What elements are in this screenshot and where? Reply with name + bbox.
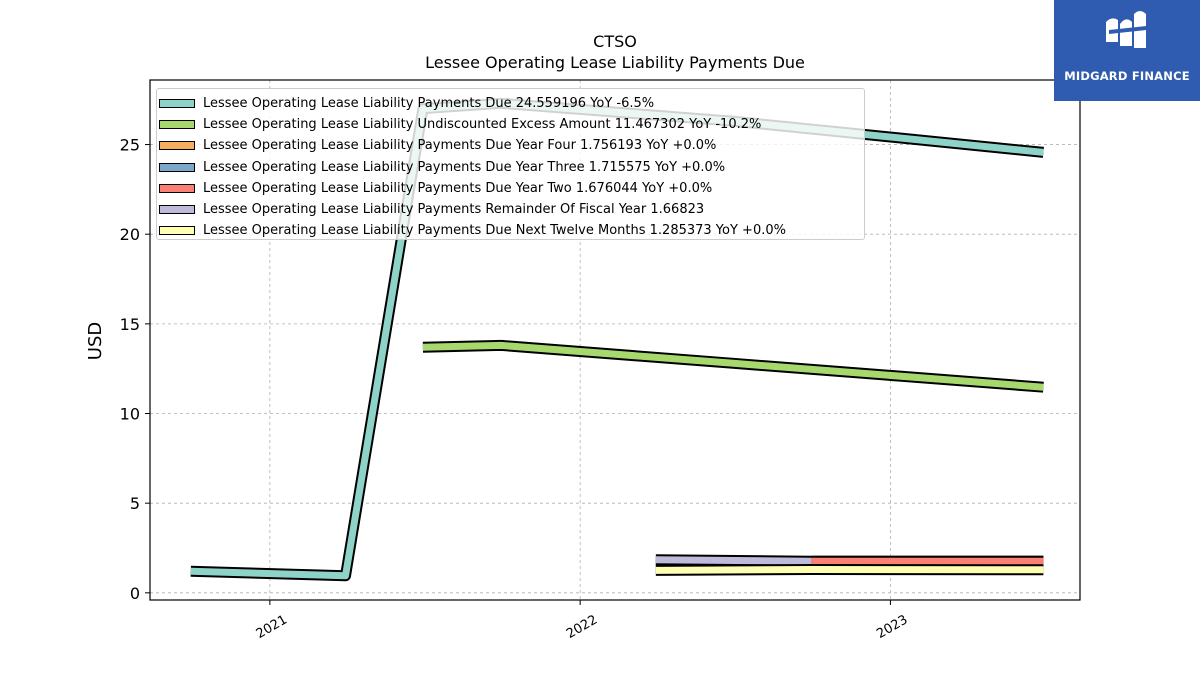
y-axis-label: USD [85,322,106,360]
y-tick-label: 0 [130,584,140,603]
legend-item: Lessee Operating Lease Liability Payment… [157,93,864,114]
legend-swatch [159,183,195,193]
legend-swatch [159,226,195,236]
legend-label: Lessee Operating Lease Liability Payment… [203,159,726,175]
y-tick-label: 20 [120,225,140,244]
chart-title: CTSO [593,32,637,51]
legend-item: Lessee Operating Lease Liability Undisco… [157,114,864,135]
legend-label: Lessee Operating Lease Liability Payment… [203,202,705,218]
legend-item: Lessee Operating Lease Liability Payment… [157,135,864,156]
y-tick-label: 15 [120,315,140,334]
legend-swatch [159,120,195,130]
legend-swatch [159,205,195,215]
y-tick-label: 5 [130,494,140,513]
logo-text: MIDGARD FINANCE [1064,69,1190,83]
chart-subtitle: Lessee Operating Lease Liability Payment… [425,53,805,72]
plot-frame [149,79,1081,601]
legend-label: Lessee Operating Lease Liability Payment… [203,180,713,196]
legend-label: Lessee Operating Lease Liability Payment… [203,138,717,154]
legend-label: Lessee Operating Lease Liability Payment… [203,96,655,112]
y-tick-label: 25 [120,136,140,155]
chart-legend: Lessee Operating Lease Liability Payment… [156,88,865,240]
x-tick-label: 2021 [254,612,290,642]
legend-item: Lessee Operating Lease Liability Payment… [157,199,864,220]
x-tick-label: 2022 [564,612,600,642]
midgard-logo-icon [1106,11,1146,48]
series-line [655,556,812,565]
legend-label: Lessee Operating Lease Liability Payment… [203,223,786,239]
y-tick-label: 10 [120,405,140,424]
legend-swatch [159,99,195,109]
series-line [422,341,1044,391]
legend-swatch [159,162,195,172]
legend-swatch [159,141,195,151]
axes-layer: 0 5 10 15 20 25 2021 2022 2023 [120,79,1081,642]
legend-label: Lessee Operating Lease Liability Undisco… [203,117,762,133]
x-tick-label: 2023 [874,612,910,642]
legend-item: Lessee Operating Lease Liability Payment… [157,157,864,178]
legend-item: Lessee Operating Lease Liability Payment… [157,220,864,241]
legend-item: Lessee Operating Lease Liability Payment… [157,178,864,199]
series-line [655,566,1044,574]
midgard-finance-logo: MIDGARD FINANCE [1054,0,1200,101]
